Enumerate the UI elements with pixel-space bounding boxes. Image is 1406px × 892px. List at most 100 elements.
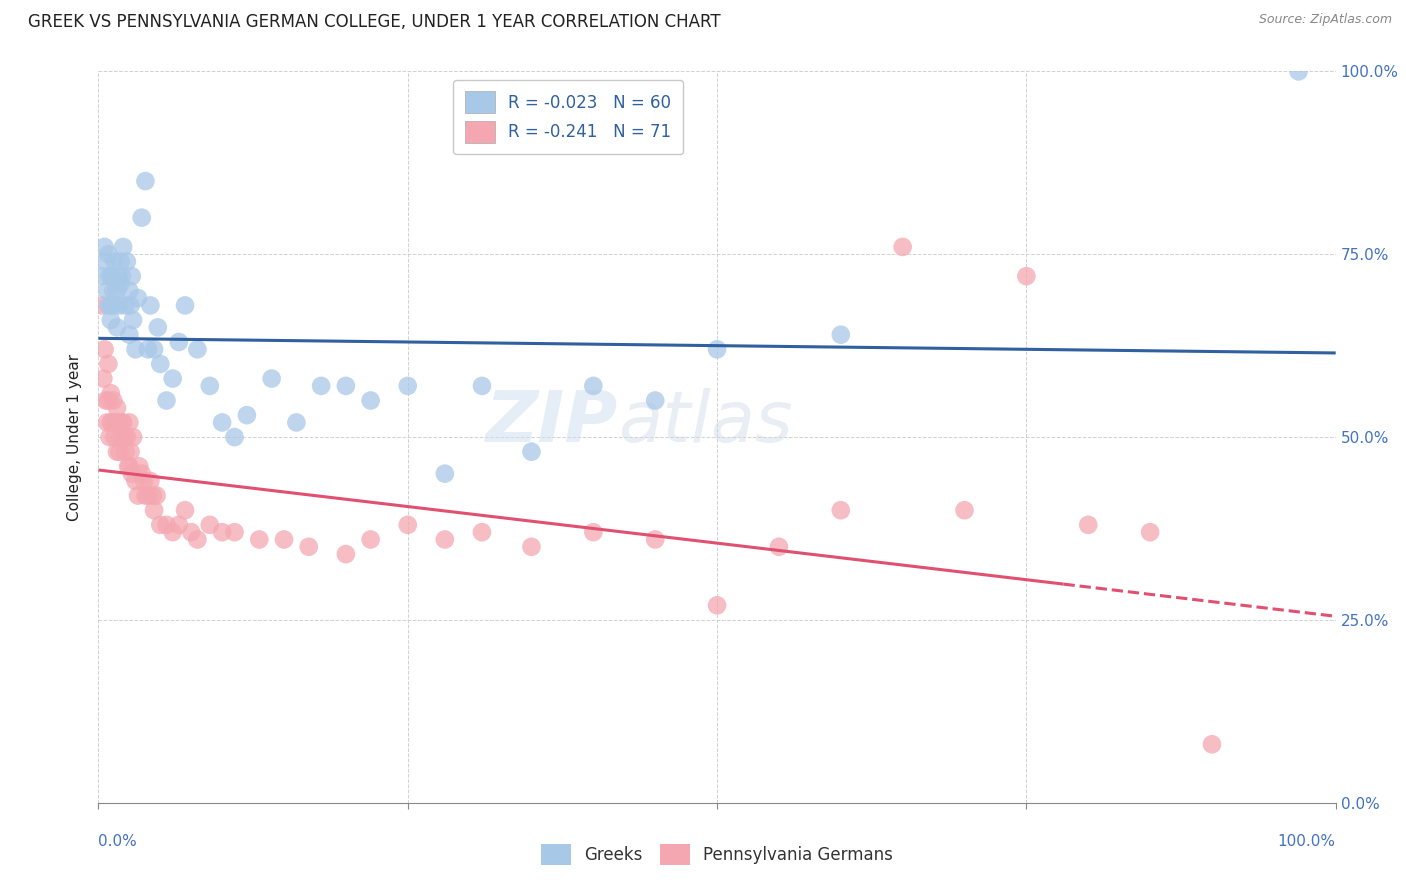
- Point: [108, 298, 131, 312]
- Point: [112, 240, 135, 254]
- Point: [114, 298, 136, 312]
- Point: [124, 474, 146, 488]
- Point: [108, 444, 131, 458]
- Point: [122, 313, 145, 327]
- Point: [155, 517, 177, 532]
- Point: [98, 430, 121, 444]
- Point: [139, 474, 162, 488]
- Point: [97, 298, 120, 312]
- Point: [96, 284, 118, 298]
- Point: [97, 357, 120, 371]
- Point: [115, 254, 138, 268]
- Point: [335, 547, 357, 561]
- Point: [520, 444, 543, 458]
- Point: [100, 313, 122, 327]
- Point: [1288, 64, 1310, 78]
- Point: [97, 247, 120, 261]
- Point: [131, 467, 153, 481]
- Point: [396, 517, 419, 532]
- Point: [180, 525, 202, 540]
- Point: [155, 393, 177, 408]
- Point: [830, 327, 852, 342]
- Point: [105, 444, 128, 458]
- Point: [768, 540, 790, 554]
- Text: GREEK VS PENNSYLVANIA GERMAN COLLEGE, UNDER 1 YEAR CORRELATION CHART: GREEK VS PENNSYLVANIA GERMAN COLLEGE, UN…: [28, 13, 721, 31]
- Point: [100, 386, 122, 401]
- Point: [396, 379, 419, 393]
- Point: [260, 371, 283, 385]
- Y-axis label: College, Under 1 year: College, Under 1 year: [67, 353, 83, 521]
- Point: [112, 416, 135, 430]
- Point: [298, 540, 321, 554]
- Point: [118, 459, 141, 474]
- Point: [891, 240, 914, 254]
- Point: [139, 298, 162, 312]
- Point: [143, 503, 166, 517]
- Point: [131, 211, 153, 225]
- Point: [118, 327, 141, 342]
- Point: [110, 254, 132, 268]
- Point: [273, 533, 295, 547]
- Point: [224, 525, 246, 540]
- Point: [103, 430, 125, 444]
- Point: [134, 174, 156, 188]
- Point: [105, 401, 128, 415]
- Point: [360, 393, 382, 408]
- Point: [98, 269, 121, 284]
- Point: [93, 343, 115, 357]
- Point: [134, 489, 156, 503]
- Point: [174, 298, 197, 312]
- Point: [582, 525, 605, 540]
- Point: [97, 393, 120, 408]
- Point: [96, 416, 118, 430]
- Point: [122, 430, 145, 444]
- Point: [110, 277, 132, 291]
- Point: [198, 517, 221, 532]
- Point: [335, 379, 357, 393]
- Text: 0.0%: 0.0%: [98, 834, 138, 849]
- Point: [94, 393, 117, 408]
- Point: [120, 444, 142, 458]
- Point: [91, 269, 114, 284]
- Point: [114, 444, 136, 458]
- Point: [124, 343, 146, 357]
- Point: [103, 284, 125, 298]
- Point: [149, 357, 172, 371]
- Point: [520, 540, 543, 554]
- Point: [186, 533, 208, 547]
- Point: [236, 408, 259, 422]
- Point: [127, 489, 149, 503]
- Point: [134, 474, 156, 488]
- Point: [706, 343, 728, 357]
- Point: [162, 525, 184, 540]
- Point: [1015, 269, 1038, 284]
- Point: [644, 533, 666, 547]
- Point: [112, 430, 135, 444]
- Point: [471, 525, 494, 540]
- Point: [1201, 737, 1223, 751]
- Text: Source: ZipAtlas.com: Source: ZipAtlas.com: [1258, 13, 1392, 27]
- Point: [118, 416, 141, 430]
- Point: [582, 379, 605, 393]
- Point: [107, 416, 129, 430]
- Point: [120, 298, 142, 312]
- Legend: Greeks, Pennsylvania Germans: Greeks, Pennsylvania Germans: [527, 830, 907, 879]
- Point: [211, 416, 233, 430]
- Point: [142, 489, 165, 503]
- Point: [107, 269, 129, 284]
- Point: [115, 430, 138, 444]
- Point: [433, 533, 456, 547]
- Point: [247, 533, 270, 547]
- Point: [143, 343, 166, 357]
- Point: [103, 298, 125, 312]
- Point: [100, 298, 122, 312]
- Point: [105, 284, 128, 298]
- Point: [118, 284, 141, 298]
- Point: [94, 254, 117, 268]
- Point: [953, 503, 976, 517]
- Point: [149, 517, 172, 532]
- Point: [136, 489, 159, 503]
- Point: [1077, 517, 1099, 532]
- Text: 100.0%: 100.0%: [1278, 834, 1336, 849]
- Point: [136, 343, 159, 357]
